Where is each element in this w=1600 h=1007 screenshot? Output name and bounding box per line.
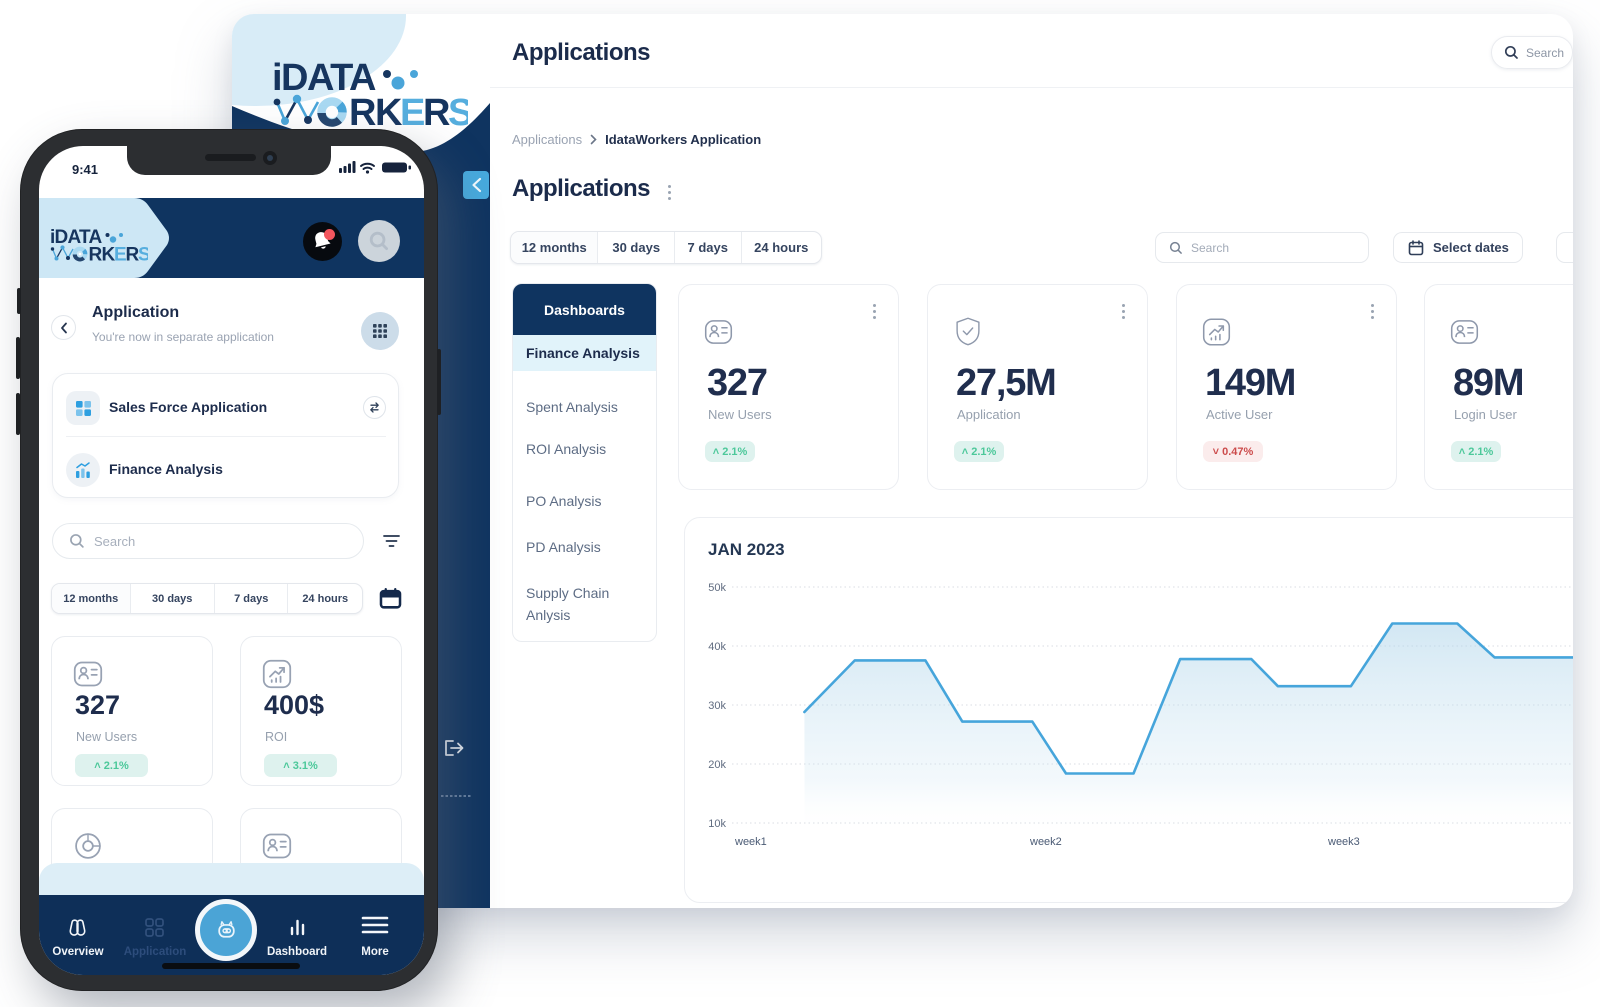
svg-text:RK: RK (349, 92, 403, 130)
svg-text:iDATA: iDATA (50, 227, 103, 248)
svg-text:week1: week1 (734, 836, 767, 848)
svg-text:week2: week2 (1029, 836, 1062, 848)
svg-text:50k: 50k (708, 582, 726, 594)
svg-text:E: E (114, 245, 126, 264)
svg-text:R: R (423, 92, 450, 130)
svg-text:S: S (448, 92, 468, 130)
svg-text:20k: 20k (708, 759, 726, 771)
svg-text:40k: 40k (708, 641, 726, 653)
svg-text:E: E (400, 92, 424, 130)
svg-text:RK: RK (89, 245, 116, 264)
svg-text:10k: 10k (708, 818, 726, 830)
svg-text:S: S (138, 245, 148, 264)
svg-text:R: R (126, 245, 140, 264)
svg-text:30k: 30k (708, 700, 726, 712)
svg-text:iDATA: iDATA (272, 57, 376, 99)
svg-text:week3: week3 (1327, 836, 1360, 848)
